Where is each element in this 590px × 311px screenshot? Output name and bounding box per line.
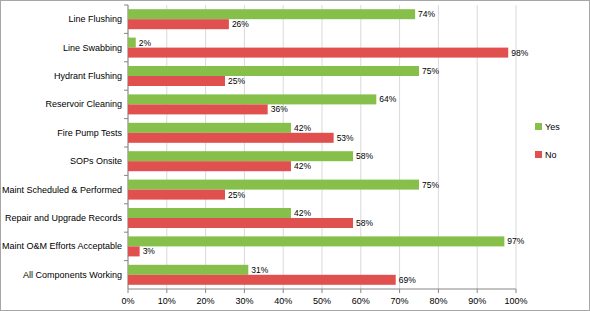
grid	[128, 5, 516, 293]
data-label: 75%	[422, 66, 439, 76]
data-label: 2%	[139, 38, 152, 48]
category-tick	[124, 5, 128, 6]
tick-label: 70%	[391, 296, 409, 306]
tick-label: 40%	[274, 296, 292, 306]
tick-mark	[244, 289, 245, 293]
data-label: 58%	[356, 218, 373, 228]
bar	[128, 133, 334, 143]
bar	[128, 104, 268, 114]
bar	[128, 265, 248, 275]
legend-label: Yes	[545, 122, 560, 132]
tick-mark	[438, 289, 439, 293]
data-label: 42%	[294, 208, 311, 218]
bar	[128, 38, 136, 48]
tick-mark	[283, 289, 284, 293]
labels: Line Flushing 74% 26% Line Swabbing 2% 98% Hyd…	[2, 9, 529, 285]
bar	[128, 66, 419, 76]
data-label: 75%	[422, 180, 439, 190]
x-axis	[128, 289, 516, 290]
category-label: Repair and Upgrade Records	[5, 213, 123, 223]
category-tick	[124, 260, 128, 261]
tick-mark	[399, 289, 400, 293]
bar	[128, 76, 225, 86]
bar	[128, 208, 291, 218]
bar	[128, 48, 508, 58]
tick-label: 100%	[504, 296, 527, 306]
legend-swatch	[535, 151, 542, 158]
category-label: Line Flushing	[68, 14, 122, 24]
data-label: 36%	[271, 104, 288, 114]
category-tick	[124, 203, 128, 204]
data-label: 25%	[228, 76, 245, 86]
category-tick	[124, 147, 128, 148]
tick-label: 50%	[313, 296, 331, 306]
data-label: 42%	[294, 123, 311, 133]
category-tick	[124, 175, 128, 176]
category-label: Line Swabbing	[63, 43, 122, 53]
data-label: 3%	[143, 246, 156, 256]
tick-label: 60%	[352, 296, 370, 306]
data-label: 69%	[399, 275, 416, 285]
chart: 0% 10% 20% 30% 40% 50% 60% 70% 80% 90% 100% Line Fl…	[0, 0, 590, 311]
tick-label: 10%	[158, 296, 176, 306]
bar	[128, 275, 396, 285]
bars	[128, 9, 508, 285]
tick-label: 30%	[235, 296, 253, 306]
category-label: Hydrant Flushing	[54, 71, 122, 81]
legend-label: No	[545, 150, 557, 160]
category-label: Maint Scheduled & Performed	[2, 185, 122, 195]
bar	[128, 94, 376, 104]
category-label: SOPs Onsite	[70, 156, 122, 166]
data-label: 31%	[251, 265, 268, 275]
tick-mark	[322, 289, 323, 293]
legend: Yes No	[535, 122, 560, 160]
bar	[128, 218, 353, 228]
tick-mark	[205, 289, 206, 293]
tick-mark	[360, 289, 361, 293]
category-tick	[124, 232, 128, 233]
category-label: Maint O&M Efforts Acceptable	[2, 241, 122, 251]
category-label: Fire Pump Tests	[57, 128, 122, 138]
bar	[128, 9, 415, 19]
bar	[128, 246, 140, 256]
bar	[128, 236, 504, 246]
category-tick	[124, 33, 128, 34]
bar	[128, 19, 229, 29]
bar	[128, 151, 353, 161]
tick-mark	[516, 289, 517, 293]
data-label: 74%	[418, 9, 435, 19]
tick-mark	[128, 289, 129, 293]
data-label: 26%	[232, 19, 249, 29]
chart-frame	[1, 1, 590, 311]
category-tick	[124, 61, 128, 62]
bar	[128, 180, 419, 190]
data-label: 98%	[511, 48, 528, 58]
tick-label: 20%	[197, 296, 215, 306]
tick-label: 0%	[121, 296, 134, 306]
category-label: Reservoir Cleaning	[45, 99, 122, 109]
tick-label: 80%	[429, 296, 447, 306]
category-tick	[124, 118, 128, 119]
data-label: 58%	[356, 151, 373, 161]
data-label: 64%	[379, 94, 396, 104]
bar	[128, 190, 225, 200]
data-label: 97%	[507, 236, 524, 246]
data-label: 25%	[228, 190, 245, 200]
bar	[128, 161, 291, 171]
tick-mark	[166, 289, 167, 293]
tick-mark	[477, 289, 478, 293]
bar	[128, 123, 291, 133]
category-label: All Components Working	[23, 270, 122, 280]
legend-swatch	[535, 123, 542, 130]
tick-label: 90%	[468, 296, 486, 306]
data-label: 53%	[337, 133, 354, 143]
data-label: 42%	[294, 161, 311, 171]
category-tick	[124, 90, 128, 91]
